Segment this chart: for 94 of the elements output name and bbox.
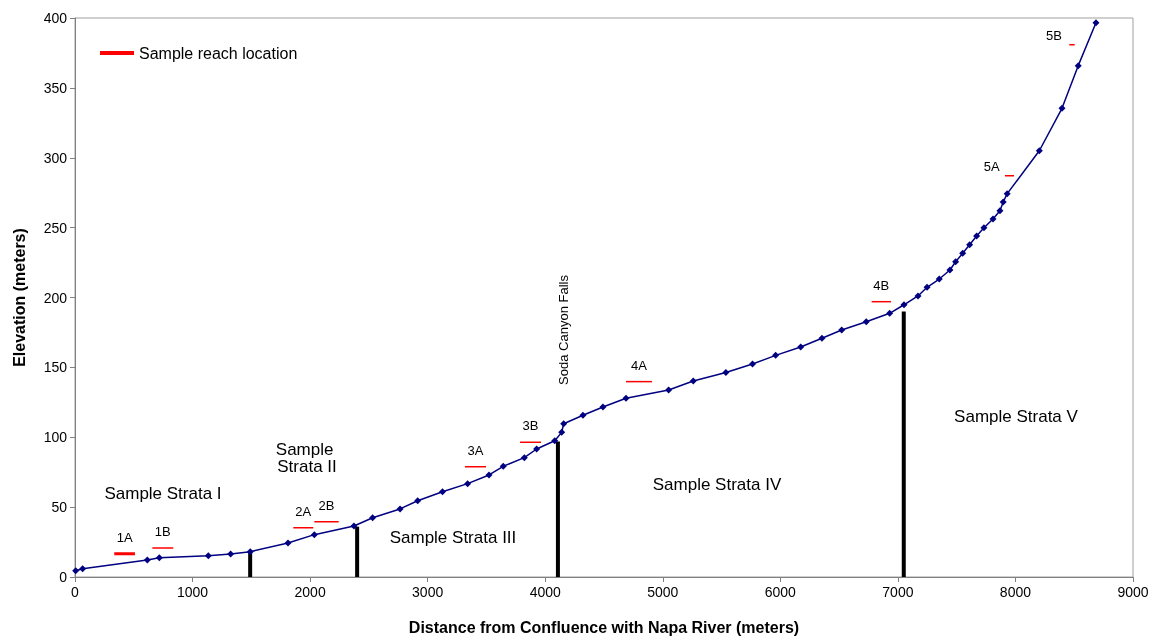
point <box>1003 190 1011 198</box>
y-tick-label: 250 <box>43 219 68 236</box>
point <box>989 215 997 223</box>
point <box>1058 104 1066 112</box>
point <box>143 556 151 564</box>
x-tick-label: 3000 <box>412 584 444 600</box>
point <box>396 505 404 513</box>
point <box>599 403 607 411</box>
annotation: Sample Strata I <box>104 483 222 503</box>
point <box>900 301 908 309</box>
point <box>772 351 780 359</box>
point <box>579 411 587 419</box>
point <box>79 565 87 573</box>
point <box>946 266 954 274</box>
point <box>369 514 377 522</box>
point <box>310 531 318 539</box>
point <box>838 326 846 334</box>
point <box>952 258 960 266</box>
legend-label: Sample reach location <box>139 44 298 62</box>
annotation: 4A <box>630 357 648 373</box>
annotation: 4B <box>873 277 890 293</box>
y-tick-label: 350 <box>43 79 68 96</box>
point <box>499 462 507 470</box>
annotation: Sample Strata V <box>954 406 1079 426</box>
point <box>935 275 943 283</box>
point <box>227 550 235 558</box>
point <box>520 454 528 462</box>
annotation: Sample Strata II <box>275 440 339 476</box>
y-tick-label: 300 <box>43 149 68 166</box>
x-tick-label: 8000 <box>999 584 1032 600</box>
annotation: 2A <box>295 503 312 519</box>
point <box>438 488 446 496</box>
annotation: 5B <box>1046 27 1062 43</box>
annotation: Sample Strata IV <box>652 474 782 494</box>
point <box>1074 62 1082 70</box>
x-tick-label: 6000 <box>764 584 797 600</box>
point <box>973 232 981 240</box>
bar <box>248 551 253 577</box>
point <box>350 522 358 530</box>
point <box>689 377 697 385</box>
point <box>560 420 568 428</box>
annotation: 3A <box>467 442 484 458</box>
annotation: 1A <box>116 529 133 545</box>
x-tick-label: 7000 <box>882 584 914 600</box>
bar <box>901 311 906 577</box>
y-tick-label: 100 <box>43 429 68 446</box>
point <box>464 480 472 488</box>
point <box>722 369 730 377</box>
point <box>284 539 292 547</box>
point <box>1092 19 1100 27</box>
point <box>980 224 988 232</box>
point <box>886 309 894 317</box>
y-tick-label: 200 <box>43 289 68 306</box>
point <box>1035 147 1043 155</box>
point <box>665 386 673 394</box>
point <box>914 292 922 300</box>
y-tick-label: 400 <box>43 10 68 26</box>
point <box>204 552 212 560</box>
annotation: 5A <box>983 158 1000 174</box>
x-tick-label: 4000 <box>529 584 561 600</box>
point <box>797 343 805 351</box>
annotation: 3B <box>522 418 539 434</box>
point <box>748 360 756 368</box>
y-tick-label: 50 <box>51 499 68 516</box>
annotation: 1B <box>154 523 171 539</box>
x-tick-label: 1000 <box>176 584 209 600</box>
x-tick-label: 9000 <box>1117 584 1149 600</box>
point <box>862 318 870 326</box>
y-tick-label: 150 <box>43 359 68 376</box>
y-tick-label: 0 <box>59 569 68 585</box>
x-tick-label: 5000 <box>647 584 679 600</box>
point <box>966 241 974 249</box>
x-axis-title: Distance from Confluence with Napa River (meters) <box>408 618 800 636</box>
point <box>818 334 826 342</box>
x-tick-label: 2000 <box>294 584 326 600</box>
point <box>622 394 630 402</box>
point <box>551 437 559 445</box>
bar <box>355 526 360 577</box>
point <box>246 548 254 556</box>
point <box>999 198 1007 206</box>
annotation: 2B <box>318 497 335 513</box>
point <box>485 471 493 479</box>
point <box>959 249 967 257</box>
point <box>923 283 931 291</box>
point <box>558 428 566 436</box>
point <box>414 497 422 505</box>
x-tick-label: 0 <box>71 584 80 600</box>
annotation: Soda Canyon Falls <box>555 274 571 385</box>
bar <box>555 441 560 577</box>
point <box>533 445 541 453</box>
annotation: Sample Strata III <box>389 527 517 547</box>
point <box>155 554 163 562</box>
point <box>996 207 1004 215</box>
y-axis-title: Elevation (meters) <box>10 228 28 367</box>
